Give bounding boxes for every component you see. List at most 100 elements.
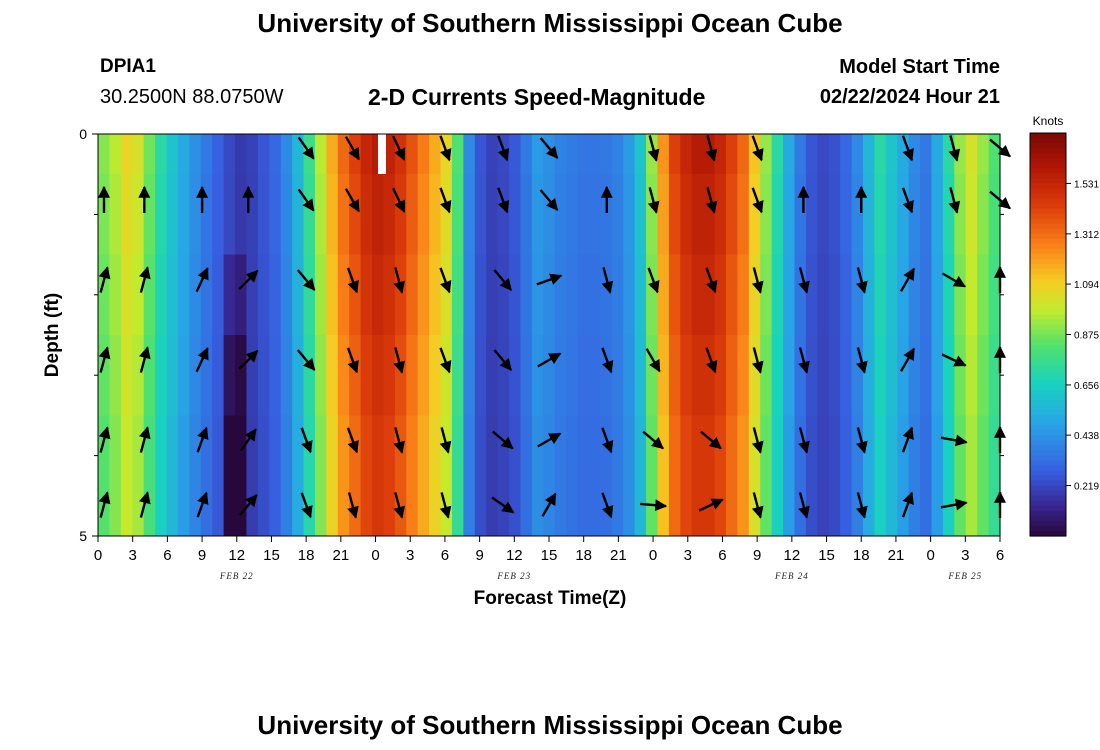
heatmap-cell xyxy=(212,134,225,174)
colorbar-segment xyxy=(1030,309,1066,315)
heatmap-cell xyxy=(360,134,373,174)
date-label: FEB 25 xyxy=(947,571,982,581)
heatmap-cell xyxy=(908,335,921,416)
heatmap-cell xyxy=(486,415,499,536)
heatmap-cell xyxy=(600,254,613,335)
colorbar-segment xyxy=(1030,299,1066,305)
heatmap-cell xyxy=(566,335,579,416)
colorbar-segment xyxy=(1030,319,1066,326)
current-vector xyxy=(948,187,961,214)
heatmap-cell xyxy=(588,174,601,255)
heatmap-cell xyxy=(155,254,168,335)
heatmap-cell xyxy=(600,134,613,174)
heatmap-cell xyxy=(623,174,636,255)
heatmap-cell xyxy=(543,174,556,255)
heatmap-cell xyxy=(292,174,305,255)
colorbar-segment xyxy=(1030,274,1066,280)
heatmap-cell xyxy=(155,134,168,174)
heatmap-cell xyxy=(840,134,853,174)
x-tick-label: 15 xyxy=(818,547,835,564)
heatmap-cell xyxy=(292,254,305,335)
heatmap-cell xyxy=(166,335,179,416)
heatmap-cell xyxy=(280,174,293,255)
heatmap-cell xyxy=(611,415,624,536)
current-vector xyxy=(297,136,315,160)
heatmap-cell xyxy=(862,335,876,416)
current-vector xyxy=(601,347,614,374)
heatmap-cell xyxy=(474,134,487,174)
colorbar-segment xyxy=(1030,158,1066,164)
date-label: FEB 24 xyxy=(774,571,809,581)
heatmap-cell xyxy=(954,415,967,536)
heatmap-cell xyxy=(406,415,419,536)
heatmap-cell xyxy=(737,254,750,335)
current-vector xyxy=(300,492,313,519)
colorbar-segment xyxy=(1030,389,1066,396)
current-vector xyxy=(393,492,406,519)
heatmap-cell xyxy=(828,335,841,416)
current-vector xyxy=(493,349,513,371)
heatmap-cell xyxy=(98,415,111,536)
heatmap-cell xyxy=(840,415,853,536)
heatmap-cell xyxy=(406,134,419,174)
heatmap-cell xyxy=(680,174,693,255)
heatmap-cell xyxy=(383,415,396,536)
current-vector xyxy=(491,496,515,514)
current-vector xyxy=(239,494,258,516)
heatmap-cell xyxy=(874,174,887,255)
x-tick-label: 3 xyxy=(961,547,969,564)
heatmap-cell xyxy=(303,415,316,536)
heatmap-cell xyxy=(691,134,704,174)
heatmap-cell xyxy=(440,174,453,255)
heatmap-cell xyxy=(349,174,362,255)
heatmap-cell xyxy=(235,335,248,416)
current-vector xyxy=(439,492,452,519)
heatmap-cell xyxy=(303,174,316,255)
heatmap-cell xyxy=(543,335,556,416)
heatmap-cell xyxy=(771,134,784,174)
heatmap-cell xyxy=(874,134,887,174)
current-vector xyxy=(296,269,316,291)
heatmap-cell xyxy=(885,174,898,255)
heatmap-cell xyxy=(668,134,681,174)
colorbar-segment xyxy=(1030,269,1066,275)
heatmap-cell xyxy=(783,134,796,174)
heatmap-cell xyxy=(520,254,533,335)
heatmap-cell xyxy=(326,254,339,335)
heatmap-cell xyxy=(600,174,613,255)
heatmap-cell xyxy=(691,254,704,335)
heatmap-cell xyxy=(337,174,350,255)
heatmap-cell xyxy=(509,174,522,255)
current-vector xyxy=(238,349,259,371)
heatmap-cell xyxy=(634,134,647,174)
current-vector xyxy=(798,427,810,454)
colorbar-segment xyxy=(1030,208,1066,215)
x-tick-label: 12 xyxy=(228,547,245,564)
heatmap-cell xyxy=(657,335,670,416)
colorbar-segment xyxy=(1030,168,1066,174)
heatmap-cell xyxy=(486,174,499,255)
colorbar-segment xyxy=(1030,525,1066,532)
heatmap-cell xyxy=(588,134,601,174)
x-axis-title: Forecast Time(Z) xyxy=(474,588,627,609)
colorbar-segment xyxy=(1030,500,1066,507)
heatmap-cell xyxy=(885,254,898,335)
heatmap-cell xyxy=(748,254,761,335)
heatmap-cell xyxy=(531,415,544,536)
heatmap-cell xyxy=(543,415,556,536)
heatmap-cell xyxy=(977,415,990,536)
chart-title: University of Southern Mississippi Ocean… xyxy=(257,8,843,38)
heatmap-cell xyxy=(954,254,967,335)
heatmap-cell xyxy=(703,254,716,335)
heatmap-cell xyxy=(509,415,522,536)
colorbar-segment xyxy=(1030,440,1066,446)
heatmap-cell xyxy=(520,335,533,416)
current-vector xyxy=(392,187,406,213)
heatmap-cell xyxy=(109,174,122,255)
heatmap-cell xyxy=(725,174,738,255)
heatmap-cell xyxy=(600,335,613,416)
heatmap-cell xyxy=(360,174,373,255)
x-tick-label: 0 xyxy=(94,547,102,564)
heatmap-cell xyxy=(98,335,111,416)
colorbar-tick-label: 0.438 xyxy=(1074,431,1099,442)
